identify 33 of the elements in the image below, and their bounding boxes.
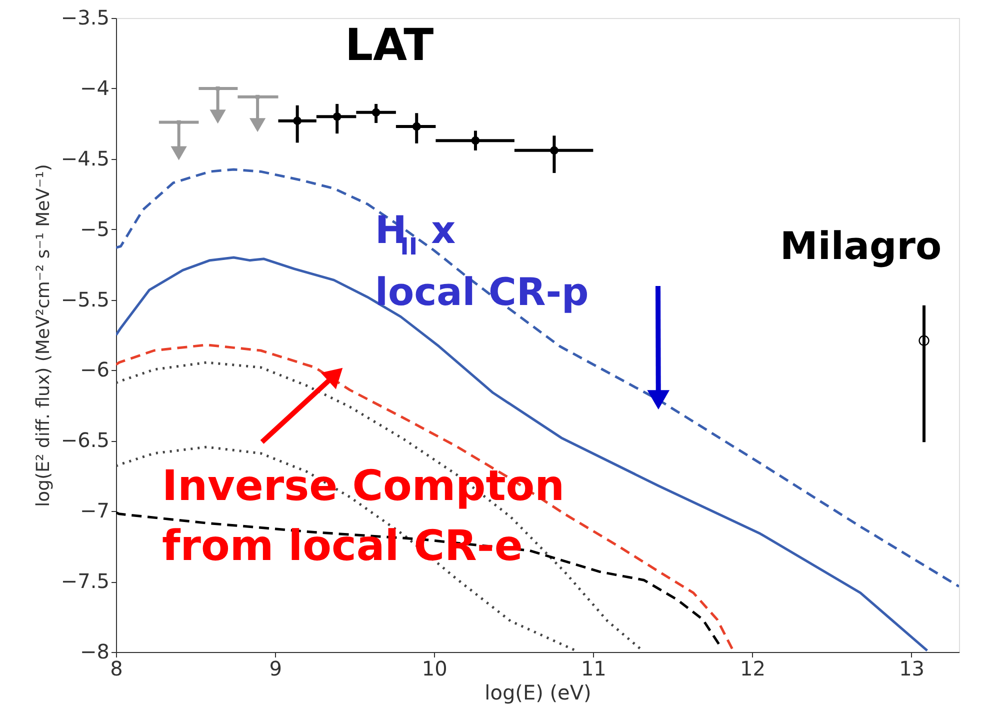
- line-series: [116, 168, 959, 588]
- point: [256, 94, 260, 99]
- y-axis-title: log(E² diff. flux) (MeV²cm⁻² s⁻¹ MeV⁻¹): [32, 164, 54, 507]
- x-tick-label: 10: [422, 656, 448, 680]
- y-tick-label: −4: [80, 76, 110, 100]
- point: [332, 112, 342, 121]
- y-tick-label: −4.5: [60, 146, 110, 170]
- y-tick-label: −6.5: [60, 428, 110, 452]
- x-tick-label: 9: [269, 656, 282, 680]
- x-tick-label: 8: [110, 656, 123, 680]
- point: [293, 116, 302, 126]
- x-tick-label: 11: [580, 656, 606, 680]
- point: [216, 86, 220, 90]
- point: [372, 108, 380, 117]
- point: [471, 136, 480, 145]
- point: [550, 146, 558, 155]
- line-series: [116, 446, 577, 652]
- y-tick-label: −6: [80, 358, 110, 382]
- y-tick-label: −8: [80, 640, 110, 664]
- line-series: [116, 344, 734, 652]
- annotation: Milagro: [780, 224, 942, 268]
- point: [918, 335, 930, 346]
- y-tick-label: −5: [80, 216, 110, 241]
- x-tick-label: 13: [899, 656, 925, 680]
- x-tick-label: 12: [740, 656, 766, 680]
- y-tick-label: −5.5: [60, 287, 110, 312]
- x-axis-title: log(E) (eV): [484, 680, 592, 704]
- y-tick-label: −7.5: [60, 569, 110, 594]
- point: [412, 122, 421, 131]
- y-tick-label: −3.5: [60, 6, 110, 30]
- point: [176, 120, 181, 124]
- annotation: LAT: [345, 20, 434, 71]
- y-tick-label: −7: [80, 498, 110, 523]
